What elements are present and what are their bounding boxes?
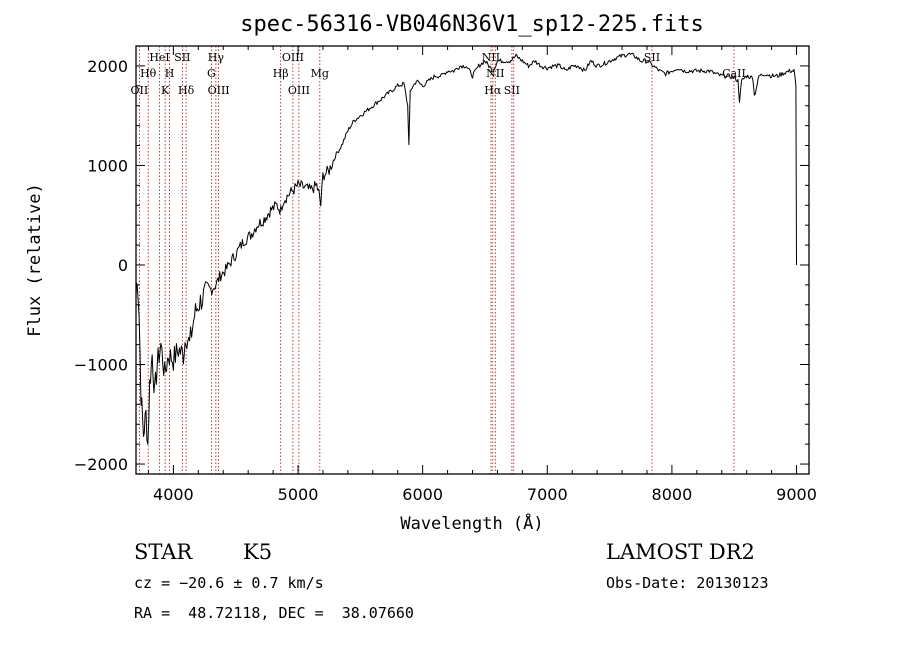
spectral-line-label: SII xyxy=(644,51,660,64)
y-tick-label: 1000 xyxy=(87,156,128,175)
spectral-line-label: K xyxy=(161,84,170,97)
object-class: STAR xyxy=(134,540,193,564)
x-tick-label: 8000 xyxy=(652,485,693,504)
chart-title: spec-56316-VB046N36V1_sp12-225.fits xyxy=(240,12,704,37)
y-axis-label: Flux (relative) xyxy=(25,183,45,337)
spectral-line-markers: OIIHθHeIKHSIIHδGHγOIIIHβOIIIOIIIMgNIIHαN… xyxy=(131,46,746,474)
y-tick-label: 2000 xyxy=(87,57,128,76)
spectral-line-label: NII xyxy=(486,67,504,80)
y-tick-label: 0 xyxy=(118,256,128,275)
spectral-line-label: Hγ xyxy=(208,51,225,64)
x-tick-label: 6000 xyxy=(402,485,443,504)
spectral-line-label: OIII xyxy=(288,84,310,97)
spectral-line-label: Mg xyxy=(311,67,329,80)
spectral-line-label: Hβ xyxy=(273,67,289,80)
spectral-line-label: OIII xyxy=(282,51,304,64)
spectral-line-label: H xyxy=(165,67,175,80)
x-tick-label: 9000 xyxy=(776,485,817,504)
spectral-line-label: SII xyxy=(174,51,190,64)
spectral-line-label: Hδ xyxy=(178,84,195,97)
obs-date-text: Obs-Date: 20130123 xyxy=(606,574,769,592)
y-tick-label: −2000 xyxy=(74,455,128,474)
plot-frame xyxy=(135,45,810,475)
spectral-line-label: CaII xyxy=(722,67,746,80)
axis-ticks: 4000 5000 6000 7000 8000 9000 −2000 −1000 0 1000 2… xyxy=(74,45,817,504)
redshift-text: cz = −20.6 ± 0.7 km/s xyxy=(134,574,324,592)
y-tick-label: −1000 xyxy=(74,356,128,375)
spectral-line-label: OII xyxy=(131,84,149,97)
spectral-line-label: HeI xyxy=(149,51,169,64)
spectral-line-label: SII xyxy=(504,84,520,97)
coordinates-text: RA = 48.72118, DEC = 38.07660 xyxy=(134,604,414,622)
survey-name: LAMOST DR2 xyxy=(606,540,755,564)
x-axis-label: Wavelength (Å) xyxy=(400,512,543,534)
spectral-line-label: Hα xyxy=(484,84,502,97)
x-tick-label: 5000 xyxy=(278,485,319,504)
x-tick-label: 7000 xyxy=(527,485,568,504)
object-subclass: K5 xyxy=(243,540,273,564)
spectrum-line xyxy=(135,52,797,445)
spectral-line-label: Hθ xyxy=(140,67,157,80)
spectral-line-label: G xyxy=(207,67,216,80)
spectrum-series xyxy=(135,52,797,445)
x-tick-label: 4000 xyxy=(153,485,194,504)
spectral-line-label: OIII xyxy=(208,84,230,97)
